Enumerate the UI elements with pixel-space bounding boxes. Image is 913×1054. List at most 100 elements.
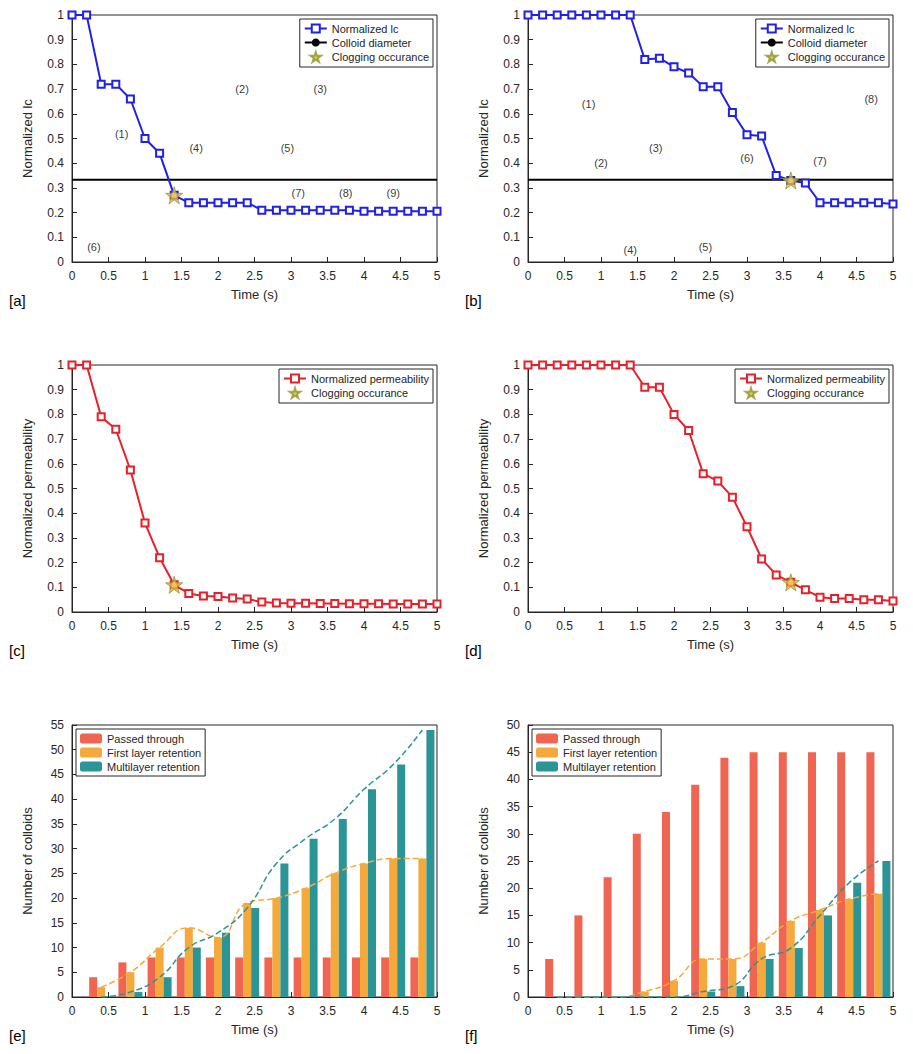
svg-text:3: 3 <box>744 1004 751 1018</box>
svg-text:5: 5 <box>57 965 64 979</box>
svg-text:4: 4 <box>817 269 824 283</box>
svg-text:2: 2 <box>671 1004 678 1018</box>
svg-text:3.5: 3.5 <box>319 269 336 283</box>
svg-text:2.5: 2.5 <box>702 269 719 283</box>
svg-text:0: 0 <box>513 605 520 619</box>
svg-text:0.3: 0.3 <box>47 531 64 545</box>
svg-text:Colloid diameter: Colloid diameter <box>788 37 868 49</box>
svg-text:0.2: 0.2 <box>47 206 64 220</box>
svg-text:5: 5 <box>513 963 520 977</box>
svg-text:Multilayer retention: Multilayer retention <box>107 761 200 773</box>
svg-text:(8): (8) <box>864 93 877 105</box>
svg-text:[c]: [c] <box>9 642 25 659</box>
svg-text:1: 1 <box>513 8 520 22</box>
svg-text:Passed through: Passed through <box>107 733 184 745</box>
svg-text:5: 5 <box>890 269 897 283</box>
svg-text:3: 3 <box>288 1004 295 1018</box>
svg-text:3: 3 <box>288 269 295 283</box>
svg-text:[d]: [d] <box>465 642 482 659</box>
svg-text:0: 0 <box>525 1004 532 1018</box>
svg-text:(6): (6) <box>740 152 753 164</box>
svg-text:55: 55 <box>51 718 65 732</box>
svg-text:4.5: 4.5 <box>848 1004 865 1018</box>
svg-text:4: 4 <box>817 1004 824 1018</box>
svg-text:Time (s): Time (s) <box>687 1022 734 1037</box>
svg-text:4.5: 4.5 <box>392 619 409 633</box>
svg-text:4: 4 <box>817 619 824 633</box>
svg-text:15: 15 <box>51 916 65 930</box>
svg-text:4.5: 4.5 <box>848 269 865 283</box>
svg-text:15: 15 <box>507 908 521 922</box>
svg-text:0.5: 0.5 <box>503 482 520 496</box>
svg-text:30: 30 <box>51 842 65 856</box>
svg-text:Clogging occurance: Clogging occurance <box>311 387 408 399</box>
svg-text:[a]: [a] <box>9 292 26 309</box>
svg-text:2.5: 2.5 <box>246 269 263 283</box>
svg-text:Normalized lc: Normalized lc <box>788 23 855 35</box>
svg-text:0.5: 0.5 <box>100 269 117 283</box>
svg-text:Normalized lc: Normalized lc <box>332 23 399 35</box>
svg-text:0.8: 0.8 <box>503 57 520 71</box>
svg-text:4: 4 <box>361 1004 368 1018</box>
svg-text:First layer retention: First layer retention <box>563 747 657 759</box>
svg-text:1.5: 1.5 <box>629 619 646 633</box>
svg-text:5: 5 <box>434 269 441 283</box>
svg-text:25: 25 <box>507 854 521 868</box>
svg-text:0.5: 0.5 <box>100 619 117 633</box>
svg-text:1.5: 1.5 <box>629 1004 646 1018</box>
svg-text:1.5: 1.5 <box>173 1004 190 1018</box>
svg-text:0.1: 0.1 <box>503 230 520 244</box>
svg-text:2.5: 2.5 <box>702 1004 719 1018</box>
svg-text:1.5: 1.5 <box>173 269 190 283</box>
svg-text:2: 2 <box>215 269 222 283</box>
svg-text:0.7: 0.7 <box>503 82 520 96</box>
svg-text:3: 3 <box>288 619 295 633</box>
svg-text:10: 10 <box>507 936 521 950</box>
svg-text:0.1: 0.1 <box>47 580 64 594</box>
svg-text:0.9: 0.9 <box>47 33 64 47</box>
svg-text:2: 2 <box>671 269 678 283</box>
svg-text:0: 0 <box>525 619 532 633</box>
svg-text:2: 2 <box>215 1004 222 1018</box>
svg-text:[e]: [e] <box>9 1027 26 1044</box>
svg-text:(1): (1) <box>115 128 128 140</box>
svg-text:1: 1 <box>513 358 520 372</box>
svg-text:Multilayer retention: Multilayer retention <box>563 761 656 773</box>
svg-text:0.5: 0.5 <box>503 132 520 146</box>
svg-text:Normalized permeability: Normalized permeability <box>767 373 885 385</box>
svg-text:Normalized lc: Normalized lc <box>20 99 35 178</box>
svg-text:20: 20 <box>51 891 65 905</box>
svg-text:4.5: 4.5 <box>392 1004 409 1018</box>
svg-text:Clogging occurance: Clogging occurance <box>332 51 429 63</box>
svg-text:(3): (3) <box>649 142 662 154</box>
svg-text:0.7: 0.7 <box>503 432 520 446</box>
svg-text:0.1: 0.1 <box>503 580 520 594</box>
svg-text:5: 5 <box>434 619 441 633</box>
svg-text:(7): (7) <box>813 155 826 167</box>
svg-text:0.3: 0.3 <box>503 531 520 545</box>
svg-text:0.9: 0.9 <box>503 33 520 47</box>
svg-text:45: 45 <box>507 745 521 759</box>
svg-text:1: 1 <box>57 8 64 22</box>
svg-text:(4): (4) <box>189 142 202 154</box>
svg-text:0.2: 0.2 <box>503 206 520 220</box>
svg-text:0.7: 0.7 <box>47 82 64 96</box>
svg-text:4: 4 <box>361 269 368 283</box>
svg-text:0.6: 0.6 <box>503 457 520 471</box>
svg-text:4.5: 4.5 <box>392 269 409 283</box>
svg-text:Time (s): Time (s) <box>687 287 734 302</box>
svg-text:3.5: 3.5 <box>319 1004 336 1018</box>
svg-text:40: 40 <box>507 772 521 786</box>
svg-text:0.8: 0.8 <box>47 57 64 71</box>
svg-text:40: 40 <box>51 792 65 806</box>
svg-text:0: 0 <box>57 255 64 269</box>
svg-text:1.5: 1.5 <box>173 619 190 633</box>
svg-text:Time (s): Time (s) <box>231 637 278 652</box>
svg-text:Clogging occurance: Clogging occurance <box>767 387 864 399</box>
svg-text:25: 25 <box>51 866 65 880</box>
svg-text:0: 0 <box>57 605 64 619</box>
svg-text:(8): (8) <box>339 187 352 199</box>
svg-text:1: 1 <box>57 358 64 372</box>
svg-text:1: 1 <box>598 619 605 633</box>
svg-text:35: 35 <box>507 800 521 814</box>
